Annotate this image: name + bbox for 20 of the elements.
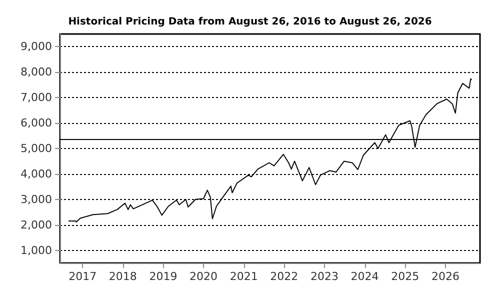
x-tick-label: 2022 (270, 270, 298, 283)
x-tick-label: 2023 (310, 270, 338, 283)
y-tick-label: 3,000 (20, 192, 52, 206)
y-tick-label: 2,000 (20, 218, 52, 232)
y-tick-label: 9,000 (20, 40, 52, 54)
x-tick-label: 2017 (68, 270, 97, 283)
y-tick-label: 1,000 (20, 244, 52, 257)
y-tick-label: 5,000 (20, 142, 52, 155)
x-tick-label: 2021 (230, 270, 258, 283)
x-tick-label: 2025 (391, 270, 420, 283)
x-tick-label: 2024 (350, 270, 379, 283)
chart-title: Historical Pricing Data from August 26, 2016 to August 26, 2026 (68, 16, 432, 28)
y-tick-label: 8,000 (20, 66, 52, 79)
x-tick-label: 2019 (149, 270, 178, 283)
y-tick-label: 7,000 (20, 91, 52, 104)
x-tick-label: 2020 (189, 270, 218, 283)
y-tick-label: 6,000 (20, 116, 52, 130)
x-tick-label: 2026 (431, 270, 460, 283)
y-tick-label: 4,000 (20, 167, 52, 180)
x-tick-label: 2018 (108, 270, 137, 283)
